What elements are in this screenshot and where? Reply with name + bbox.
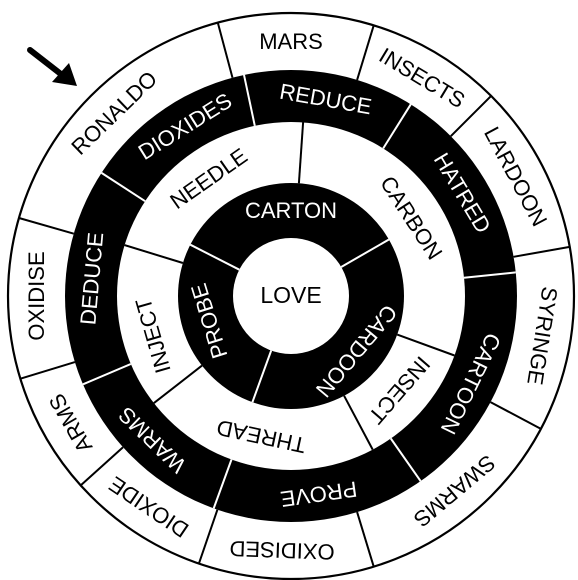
outer-ring-divider: [197, 509, 219, 564]
inner-ring-divider: [189, 243, 240, 271]
outer-ring-divider: [216, 22, 234, 78]
third-ring-divider: [382, 103, 412, 149]
third-ring-divider: [463, 271, 516, 279]
second-ring-divider: [124, 244, 184, 264]
outer-ring-word: OXIDISED: [229, 536, 335, 565]
outer-ring-word: MARS: [259, 29, 323, 54]
inner-ring-divider: [340, 238, 390, 268]
inner-ring-dividers: [189, 238, 390, 403]
third-ring-divider: [389, 437, 422, 482]
third-ring-dividers: [82, 74, 516, 509]
outer-ring-divider: [80, 446, 124, 487]
inner-ring-word: CARTON: [245, 198, 337, 223]
outer-ring-divider: [450, 95, 492, 137]
outer-ring-divider: [18, 217, 75, 235]
third-ring-divider: [243, 74, 256, 127]
outer-ring-divider: [356, 25, 375, 81]
arrow-pointer-icon: [27, 47, 77, 86]
center-circle: [233, 238, 349, 354]
second-ring-divider: [396, 333, 455, 357]
outer-ring-word: OXIDISE: [24, 251, 49, 340]
third-ring-divider: [82, 363, 132, 386]
outer-ring-divider: [513, 245, 570, 258]
second-ring-dividers: [124, 122, 455, 451]
third-ring-divider: [100, 172, 146, 203]
third-ring-divider: [212, 459, 233, 509]
inner-ring-divider: [251, 350, 273, 403]
second-ring-divider: [343, 395, 374, 451]
outer-ring-dividers: [18, 22, 570, 567]
outer-ring-divider: [356, 511, 375, 567]
second-ring-divider: [297, 122, 305, 184]
outer-ring-divider: [20, 361, 76, 380]
second-ring-divider: [153, 364, 203, 404]
outer-ring-divider: [490, 401, 542, 430]
center-label: LOVE: [260, 282, 321, 308]
